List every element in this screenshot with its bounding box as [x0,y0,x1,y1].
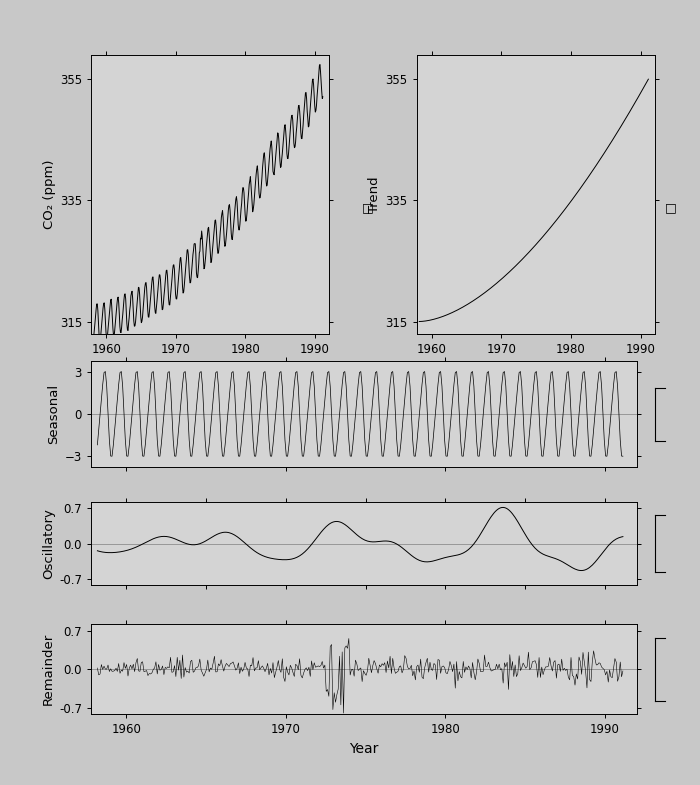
Text: □: □ [362,202,373,214]
Y-axis label: Seasonal: Seasonal [48,384,61,444]
X-axis label: Year: Year [349,742,379,756]
X-axis label: Year: Year [195,361,225,375]
Y-axis label: Remainder: Remainder [42,633,55,706]
Y-axis label: Oscillatory: Oscillatory [42,508,55,579]
Y-axis label: Trend: Trend [368,176,381,213]
X-axis label: Year: Year [521,361,550,375]
Y-axis label: CO₂ (ppm): CO₂ (ppm) [43,159,55,229]
Text: □: □ [665,202,676,214]
